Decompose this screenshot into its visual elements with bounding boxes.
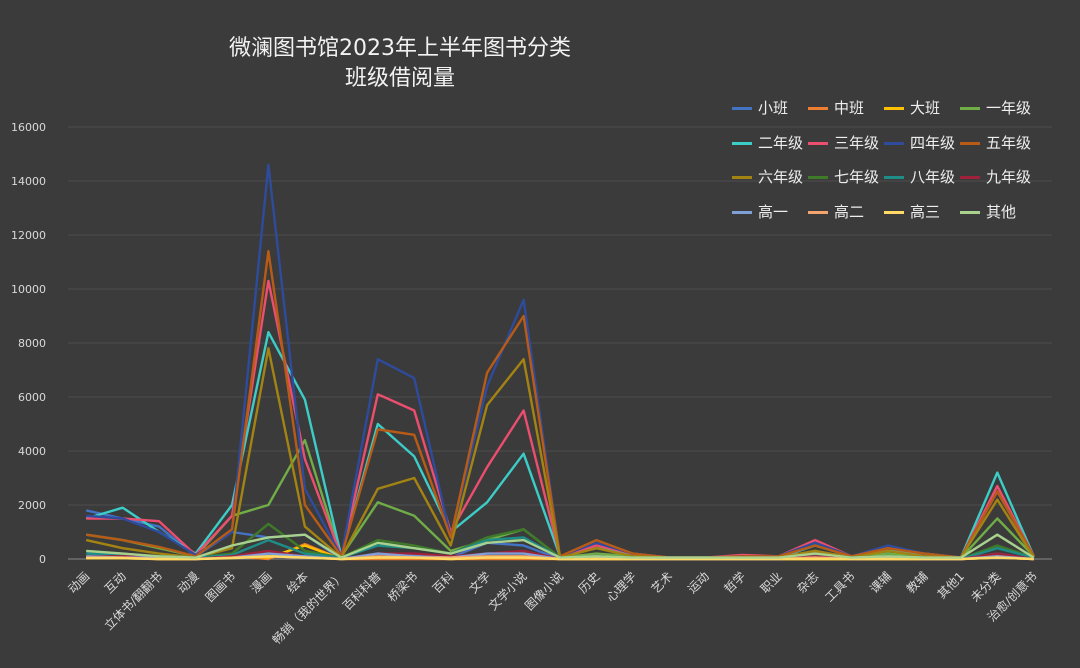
legend-item-高一: 高一 [732,201,788,225]
legend-label: 高二 [834,202,865,221]
legend-swatch [808,141,828,145]
x-tick-label: 教辅 [903,569,931,597]
legend-swatch [732,141,752,145]
legend-swatch [808,107,828,110]
x-tick-label: 绘本 [283,569,311,597]
x-tick-label: 艺术 [649,569,676,596]
y-tick-label: 12000 [11,229,46,242]
legend-swatch [808,176,828,179]
legend-label: 其他 [986,202,1017,221]
legend-swatch [884,176,904,179]
legend-item-小班: 小班 [732,97,788,121]
x-tick-label: 职业 [758,569,785,596]
legend-item-七年级: 七年级 [808,166,879,190]
series-line-其他 [86,533,1035,559]
y-tick-label: 16000 [11,121,46,134]
series-line-二年级 [85,331,1035,559]
legend-label: 四年级 [910,133,956,152]
x-tick-label: 心理学 [603,569,639,605]
series-line-三年级 [86,279,1035,559]
series-line-一年级 [86,439,1035,560]
legend-swatch [884,107,904,110]
x-tick-label: 其他1 [935,569,967,601]
y-tick-label: 8000 [18,337,46,350]
series-line-六年级 [85,347,1035,559]
legend-label: 六年级 [758,168,804,186]
legend-item-八年级: 八年级 [884,166,955,190]
x-tick-label: 图像小说 [522,569,567,614]
x-tick-label: 哲学 [721,569,749,597]
legend-label: 中班 [834,99,865,117]
legend-label: 小班 [758,99,789,117]
series-line-高三 [86,555,1034,561]
legend-item-大班: 大班 [884,97,940,121]
legend-label: 二年级 [758,133,804,152]
x-tick-label: 课辅 [867,569,894,596]
x-tick-label: 工具书 [822,569,857,604]
y-tick-label: 0 [39,553,46,566]
legend-label: 高一 [758,202,789,221]
legend-swatch [960,141,980,145]
legend-swatch [808,210,828,214]
x-tick-label: 漫画 [248,569,275,596]
legend-label: 八年级 [910,168,956,186]
legend-label: 七年级 [834,168,880,186]
legend-swatch [884,141,904,145]
x-tick-label: 百科科普 [340,569,384,613]
x-tick-label: 图画书 [203,569,238,604]
legend-swatch [960,210,980,214]
legend-item-九年级: 九年级 [960,166,1031,190]
legend-swatch [732,210,752,214]
legend-item-三年级: 三年级 [808,132,879,156]
legend-item-中班: 中班 [808,97,864,121]
x-tick-label: 动画 [65,569,92,596]
legend-item-高二: 高二 [808,201,864,225]
y-tick-label: 10000 [11,283,46,296]
legend-label: 大班 [910,99,941,117]
x-tick-label: 运动 [685,569,712,596]
x-tick-label: 文学小说 [485,569,530,614]
chart-title: 微澜图书馆2023年上半年图书分类 [229,36,571,61]
x-tick-label: 桥梁书 [384,569,420,605]
legend-item-二年级: 二年级 [732,132,803,156]
y-tick-label: 2000 [18,499,46,512]
legend-label: 五年级 [986,133,1032,152]
x-tick-label: 未分类 [968,569,1003,604]
legend-label: 三年级 [834,133,880,152]
legend-label: 九年级 [986,168,1032,186]
legend-swatch [960,176,980,179]
legend-swatch [960,107,980,110]
x-tick-label: 互动 [102,569,129,596]
x-tick-label: 百科 [430,569,457,596]
legend-swatch [732,107,752,110]
chart-subtitle: 班级借阅量 [344,66,455,91]
legend-item-四年级: 四年级 [884,132,955,156]
legend-swatch [732,176,752,179]
legend-item-六年级: 六年级 [732,166,803,190]
y-tick-label: 4000 [18,445,46,458]
legend-item-其他: 其他 [960,201,1016,225]
y-tick-label: 6000 [18,391,46,404]
legend-label: 高三 [910,202,941,221]
legend-item-一年级: 一年级 [960,97,1031,121]
x-tick-label: 文学 [466,569,494,597]
x-tick-label: 杂志 [794,569,821,596]
legend-item-高三: 高三 [884,201,940,225]
x-tick-label: 动漫 [175,569,202,596]
legend-item-五年级: 五年级 [960,132,1031,156]
legend-swatch [884,210,904,214]
x-tick-label: 历史 [576,569,603,596]
y-tick-label: 14000 [11,175,46,188]
legend-label: 一年级 [986,99,1032,117]
